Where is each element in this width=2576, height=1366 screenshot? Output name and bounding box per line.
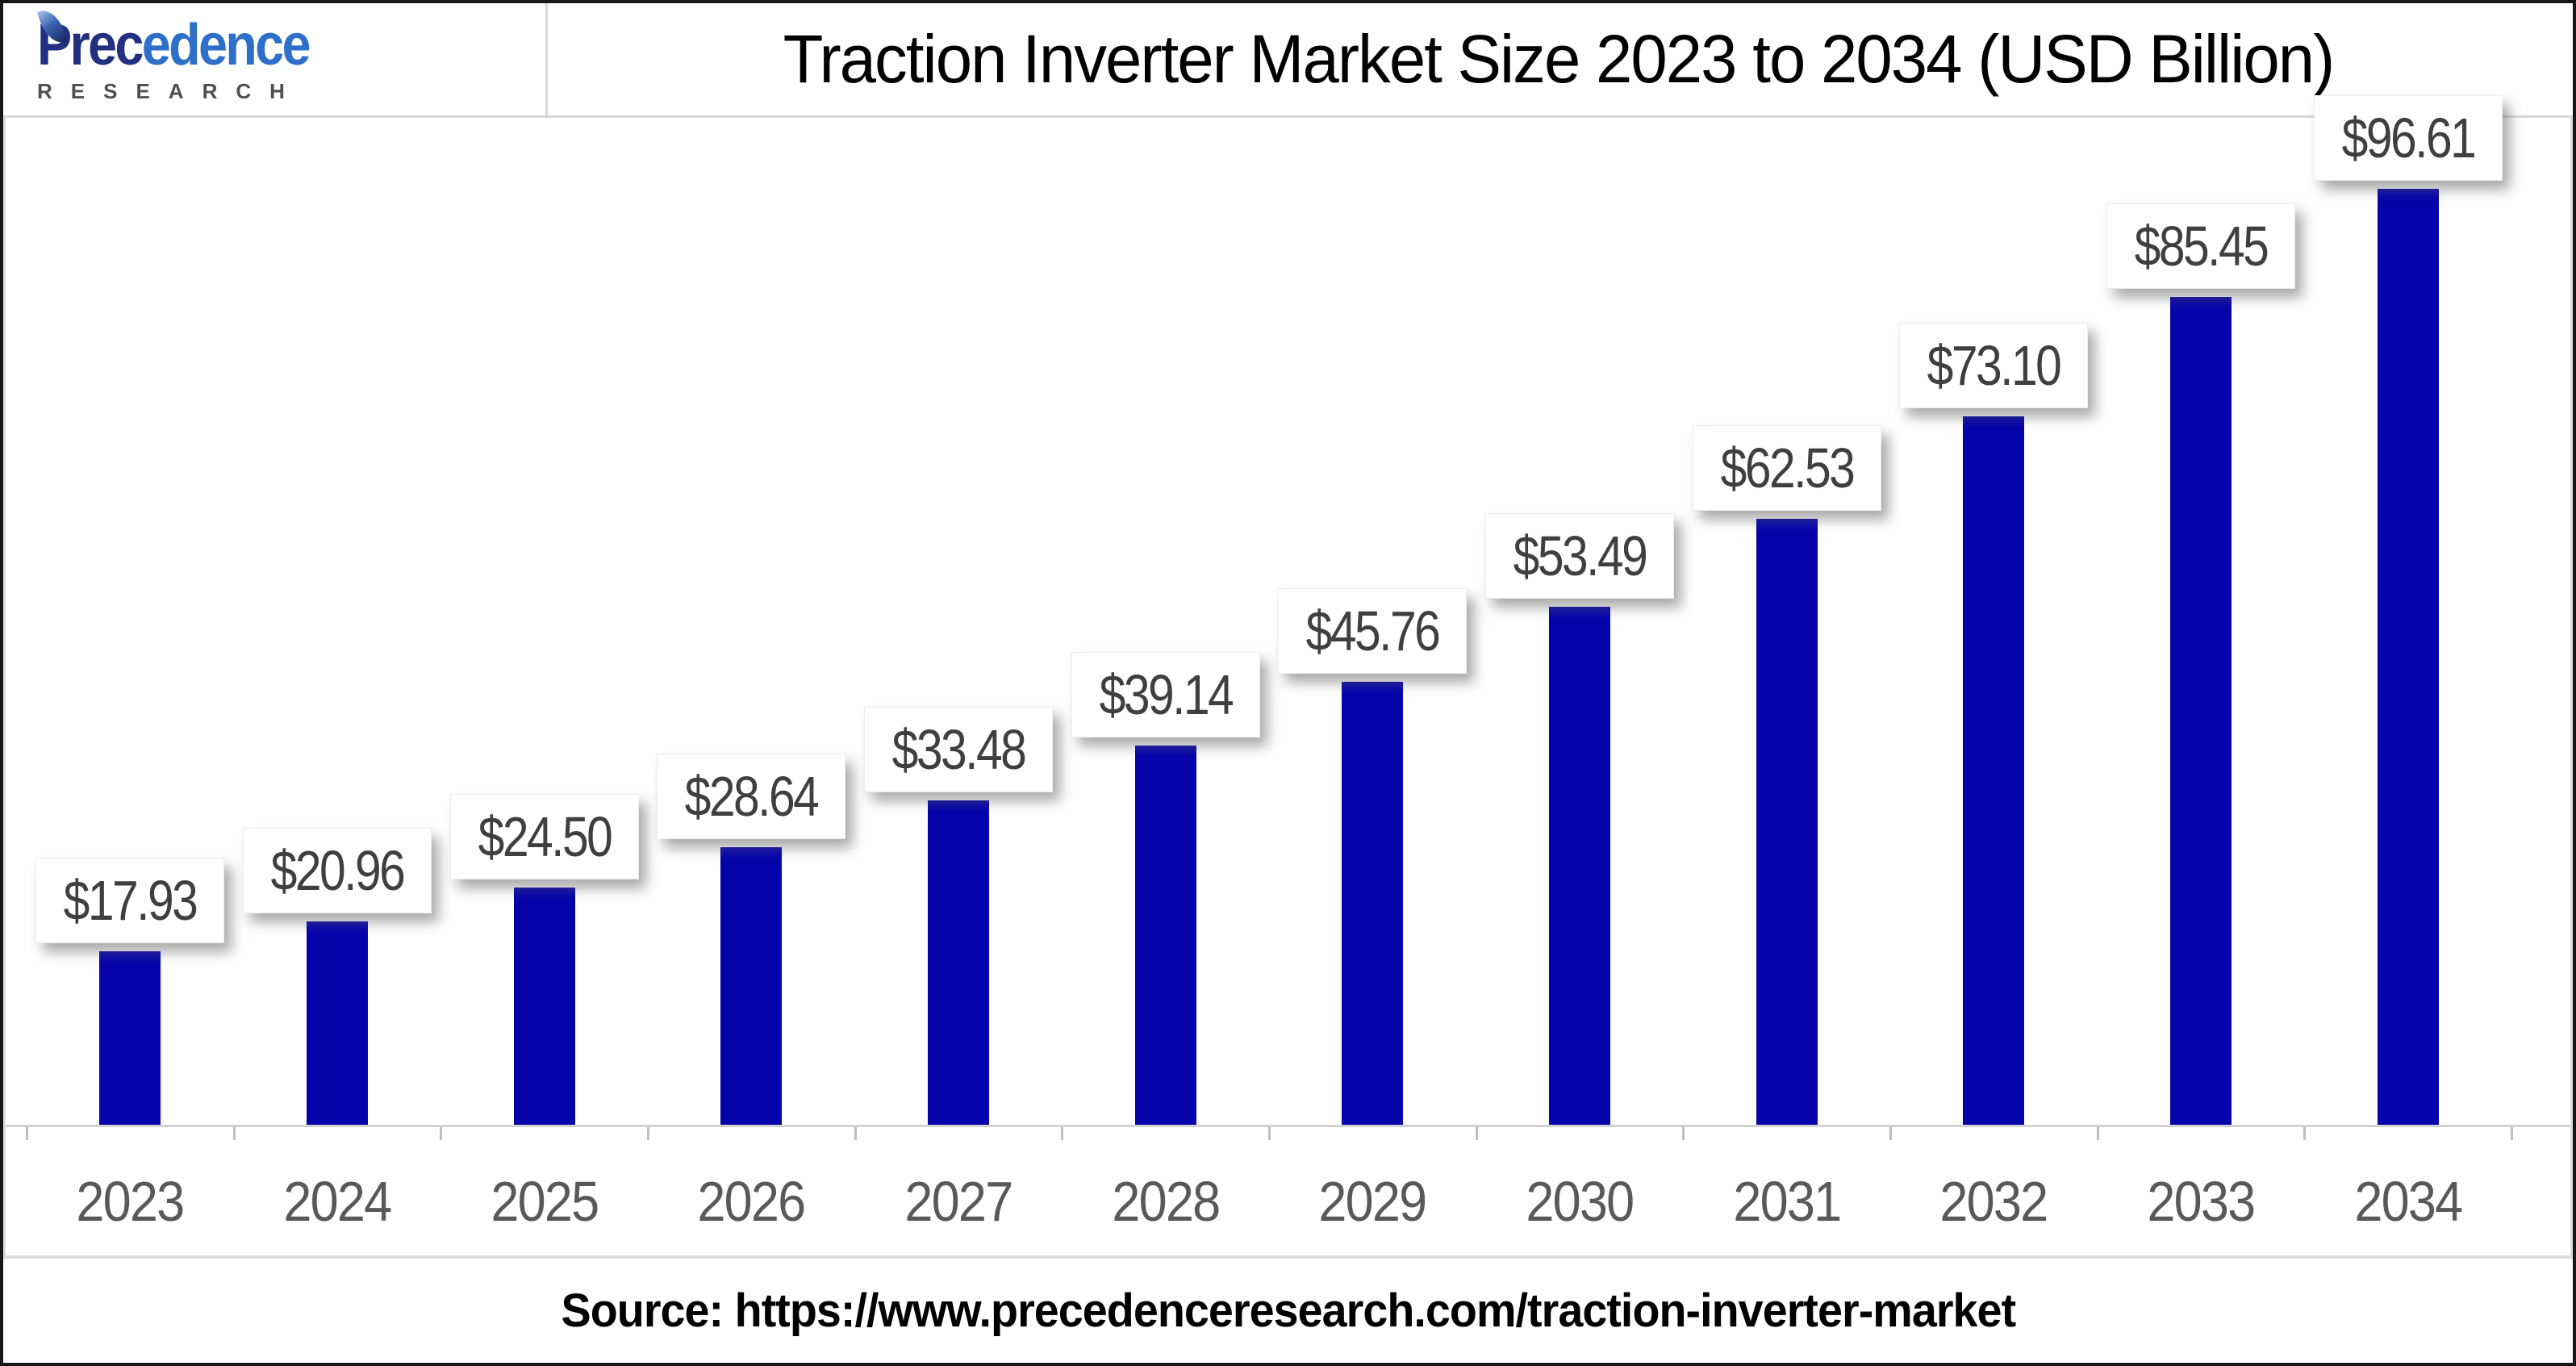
bar-value-text: $17.93	[63, 869, 198, 932]
bar-value-text: $96.61	[2341, 107, 2476, 169]
axis-tick	[233, 1127, 236, 1140]
x-axis-label-2030: 2030	[1476, 1157, 1684, 1246]
bar-value-text: $53.49	[1513, 524, 1648, 587]
bar-value-label-2026: $28.64	[657, 754, 846, 839]
bar-chart: $17.93 $20.96 $24.50 $28.64 $33.48 $39.14 $45.…	[3, 95, 2573, 1259]
logo-brand: Precedence	[37, 5, 487, 77]
x-axis-label-2034: 2034	[2304, 1157, 2511, 1246]
bar-2026	[720, 847, 783, 1125]
axis-tick	[854, 1127, 857, 1140]
bar-2032	[1963, 416, 2025, 1125]
bar-value-text: $33.48	[891, 718, 1027, 781]
axis-tick	[1476, 1127, 1478, 1140]
x-axis-label-2026: 2026	[648, 1157, 855, 1246]
axis-tick	[1682, 1127, 1685, 1140]
x-axis-label-text: 2027	[904, 1170, 1013, 1233]
bar-value-text: $28.64	[684, 765, 820, 828]
bar-value-label-2028: $39.14	[1071, 652, 1260, 737]
bar-2029	[1342, 682, 1404, 1125]
axis-tick	[647, 1127, 649, 1140]
bar-value-label-2029: $45.76	[1278, 588, 1468, 674]
x-axis-label-text: 2032	[1939, 1170, 2049, 1233]
bar-value-text: $39.14	[1099, 663, 1234, 726]
axis-tick	[2097, 1127, 2099, 1140]
bar-value-label-2025: $24.50	[449, 794, 639, 879]
bar-value-label-2023: $17.93	[35, 858, 225, 943]
x-axis-label-2027: 2027	[855, 1157, 1063, 1246]
bar-2023	[99, 951, 161, 1125]
x-axis-label-text: 2023	[76, 1170, 186, 1233]
x-axis-label-2024: 2024	[234, 1157, 441, 1246]
x-axis-label-2025: 2025	[440, 1157, 648, 1246]
bar-2030	[1549, 607, 1610, 1125]
x-axis-label-2032: 2032	[1890, 1157, 2098, 1246]
plot-area: $17.93 $20.96 $24.50 $28.64 $33.48 $39.14 $45.…	[27, 95, 2511, 1125]
axis-tick	[26, 1127, 28, 1140]
x-axis-label-text: 2029	[1318, 1170, 1428, 1233]
bar-value-label-2027: $33.48	[863, 707, 1054, 792]
bar-value-label-2030: $53.49	[1484, 513, 1675, 599]
bar-2028	[1134, 746, 1196, 1125]
axis-tick	[2303, 1127, 2306, 1140]
bar-2034	[2377, 189, 2439, 1125]
source-text: Source: https://www.precedenceresearch.c…	[561, 1285, 2016, 1337]
x-axis-label-2029: 2029	[1269, 1157, 1476, 1246]
bar-value-label-2024: $20.96	[242, 828, 432, 913]
x-axis-line	[6, 1125, 2570, 1127]
bar-value-text: $85.45	[2134, 215, 2269, 278]
bar-value-label-2031: $62.53	[1692, 425, 1881, 511]
bar-value-text: $62.53	[1720, 437, 1855, 499]
bar-value-label-2034: $96.61	[2313, 95, 2503, 181]
bar-2025	[513, 888, 575, 1125]
bar-value-text: $73.10	[1927, 334, 2062, 397]
footer: Source: https://www.precedenceresearch.c…	[3, 1259, 2573, 1363]
bar-value-text: $24.50	[478, 805, 612, 868]
bar-value-label-2033: $85.45	[2106, 203, 2296, 289]
x-axis-label-2023: 2023	[27, 1157, 234, 1246]
bar-2027	[928, 800, 989, 1125]
x-axis-label-text: 2026	[697, 1170, 807, 1233]
x-axis-label-2033: 2033	[2098, 1157, 2305, 1246]
bar-value-label-2032: $73.10	[1899, 323, 2089, 408]
x-axis-label-text: 2034	[2354, 1170, 2463, 1233]
logo-brand-light: edence	[141, 13, 311, 77]
bar-value-text: $20.96	[270, 839, 406, 902]
bar-2031	[1756, 519, 1818, 1125]
x-axis-label-text: 2033	[2147, 1170, 2256, 1233]
x-axis-label-text: 2030	[1526, 1170, 1635, 1233]
logo-subtitle: RESEARCH	[37, 79, 303, 103]
axis-tick	[2511, 1127, 2513, 1140]
x-axis-label-2031: 2031	[1683, 1157, 1890, 1246]
axis-tick	[1061, 1127, 1063, 1140]
footer-divider	[6, 1255, 2570, 1259]
chart-title: Traction Inverter Market Size 2023 to 20…	[783, 21, 2336, 97]
header-vertical-divider	[545, 3, 548, 115]
axis-tick	[440, 1127, 442, 1140]
x-axis-label-text: 2031	[1733, 1170, 1842, 1233]
x-axis-label-text: 2024	[283, 1170, 392, 1233]
x-axis-label-2028: 2028	[1062, 1157, 1269, 1246]
bar-2024	[307, 921, 368, 1125]
bar-value-text: $45.76	[1305, 599, 1441, 662]
axis-tick	[1268, 1127, 1271, 1140]
axis-tick	[1889, 1127, 1892, 1140]
x-axis-label-text: 2028	[1112, 1170, 1221, 1233]
header: Precedence RESEARCH Traction Inverter Ma…	[3, 3, 2573, 118]
x-axis-label-text: 2025	[491, 1170, 599, 1233]
bar-2033	[2170, 297, 2232, 1125]
precedence-research-logo: Precedence RESEARCH	[37, 5, 537, 104]
